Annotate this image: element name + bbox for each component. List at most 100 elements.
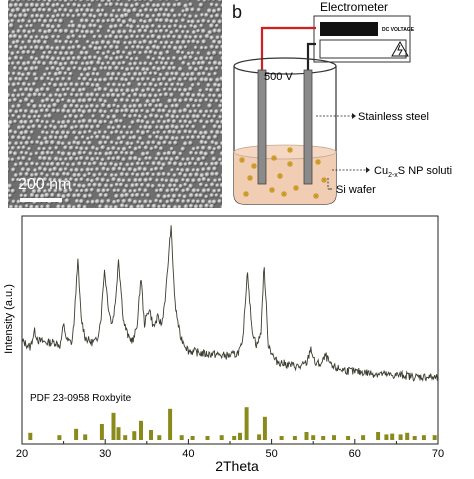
sem-particle	[8, 198, 11, 204]
sem-particle	[47, 188, 53, 194]
sem-particle	[218, 114, 222, 120]
sem-particle	[185, 72, 191, 78]
sem-particle	[10, 145, 16, 151]
sem-particle	[72, 182, 78, 188]
sem-particle	[178, 119, 183, 124]
reference-bar	[361, 435, 366, 440]
sem-particle	[166, 56, 171, 61]
sem-particle	[143, 28, 148, 34]
sem-particle	[55, 45, 61, 51]
sem-particle	[100, 0, 106, 4]
sem-particle	[209, 23, 215, 29]
sem-particle	[54, 92, 59, 98]
sem-particle	[161, 108, 167, 114]
sem-particle	[204, 56, 210, 61]
sem-particle	[180, 92, 186, 98]
sem-particle	[206, 51, 212, 57]
sem-particle	[191, 178, 197, 184]
sem-particle	[206, 8, 213, 14]
sem-particle	[76, 140, 82, 147]
sem-particle	[128, 29, 133, 34]
sem-particle	[151, 65, 157, 71]
sem-particle	[89, 60, 95, 66]
sem-particle	[97, 34, 103, 40]
sem-particle	[174, 178, 180, 184]
sem-particle	[89, 167, 95, 172]
sem-particle	[24, 171, 30, 177]
sem-particle	[146, 35, 151, 40]
sem-particle	[16, 156, 22, 161]
sem-particle	[92, 172, 98, 178]
sem-particle	[183, 97, 189, 103]
sem-particle	[19, 141, 24, 146]
sem-particle	[26, 167, 32, 173]
sem-particle	[58, 187, 64, 193]
sem-particle	[138, 125, 144, 130]
sem-particle	[23, 66, 30, 72]
si-wafer-label: Si wafer	[336, 184, 376, 196]
sem-particle	[8, 188, 11, 194]
sem-particle	[17, 19, 22, 24]
sem-particle	[121, 146, 128, 152]
sem-particle	[72, 2, 78, 8]
sem-particle	[191, 30, 197, 35]
sem-particle	[207, 145, 213, 151]
sem-particle	[142, 167, 148, 173]
sem-particle	[69, 103, 74, 109]
sem-particle	[162, 24, 167, 29]
sem-particle	[117, 61, 122, 66]
sem-particle	[140, 45, 145, 50]
sem-particle	[56, 204, 62, 208]
sem-particle	[209, 35, 215, 41]
sem-particle	[166, 204, 172, 208]
sem-particle	[50, 98, 55, 103]
sem-particle	[178, 183, 184, 189]
sem-particle	[198, 88, 203, 93]
sem-particle	[72, 193, 78, 199]
sem-particle	[145, 109, 151, 115]
sem-particle	[47, 71, 53, 77]
sem-particle	[82, 130, 88, 135]
sem-particle	[95, 156, 100, 162]
sem-particle	[145, 67, 151, 73]
sem-particle	[157, 183, 162, 188]
sem-particle	[214, 193, 219, 198]
sem-particle	[50, 130, 56, 135]
sem-particle	[92, 34, 97, 40]
sem-particle	[16, 93, 21, 98]
sem-particle	[125, 130, 130, 136]
sem-particle	[136, 77, 141, 82]
sem-particle	[194, 193, 200, 199]
sem-particle	[57, 93, 64, 99]
sem-particle	[63, 114, 68, 120]
reference-bar	[432, 435, 437, 440]
sem-particle	[13, 130, 18, 135]
reference-bar	[157, 435, 162, 440]
sem-particle	[103, 109, 108, 115]
sem-particle	[195, 167, 201, 173]
sem-particle	[81, 109, 87, 115]
sem-particle	[90, 156, 96, 162]
sem-particle	[106, 82, 112, 88]
sem-particle	[198, 193, 204, 199]
sem-particle	[11, 113, 16, 119]
sem-particle	[47, 7, 53, 13]
sem-particle	[220, 205, 222, 208]
sem-particle	[167, 129, 173, 135]
sem-particle	[22, 188, 27, 194]
sem-particle	[94, 199, 101, 205]
sem-particle	[218, 103, 222, 109]
sem-particle	[97, 182, 103, 188]
sem-particle	[145, 183, 152, 189]
sem-particle	[206, 82, 212, 88]
sem-particle	[82, 204, 88, 208]
sem-particle	[42, 7, 47, 13]
sem-particle	[135, 66, 141, 72]
sem-particle	[37, 135, 42, 140]
sem-particle	[138, 8, 144, 14]
sem-particle	[151, 108, 156, 113]
sem-particle	[47, 82, 53, 87]
sem-particle	[87, 66, 93, 72]
sem-particle	[45, 173, 50, 178]
sem-particle	[52, 82, 58, 88]
